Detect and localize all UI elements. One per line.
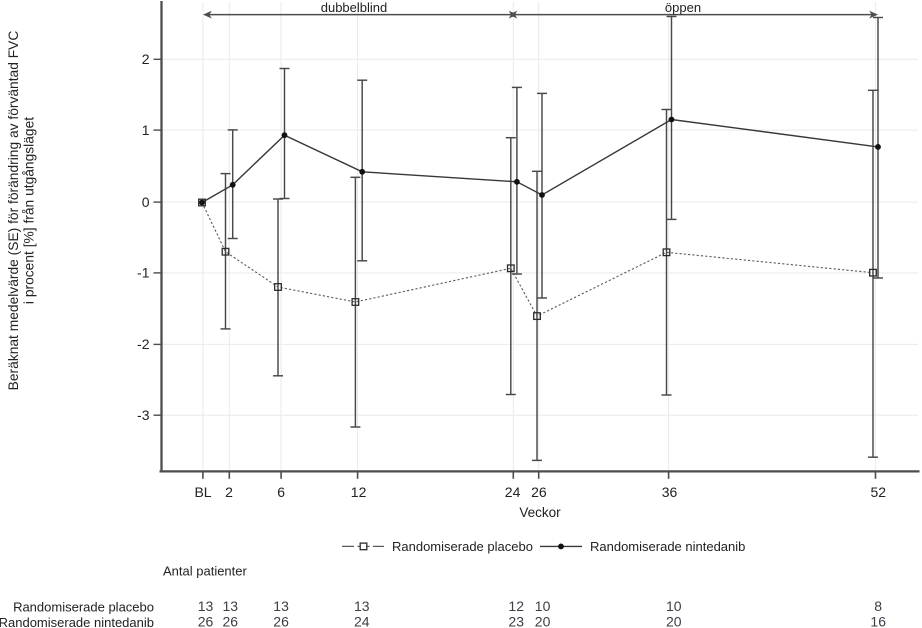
svg-text:Randomiserade placebo: Randomiserade placebo [13,600,154,615]
svg-text:20: 20 [666,614,682,628]
svg-text:1: 1 [142,122,150,138]
svg-text:26: 26 [273,614,289,628]
svg-text:8: 8 [874,598,882,614]
svg-text:16: 16 [870,614,886,628]
svg-text:Randomiserade nintedanib: Randomiserade nintedanib [0,615,154,628]
svg-text:26: 26 [223,614,239,628]
svg-text:i procent [%] från utgångsläge: i procent [%] från utgångsläget [22,117,37,304]
svg-text:23: 23 [508,614,524,628]
svg-text:Beräknat medelvärde (SE) för f: Beräknat medelvärde (SE) för förändring … [6,31,21,391]
svg-text:dubbelblind: dubbelblind [321,0,388,15]
svg-text:13: 13 [198,598,214,614]
svg-text:10: 10 [535,598,551,614]
svg-text:13: 13 [354,598,370,614]
svg-text:0: 0 [142,194,150,210]
svg-text:52: 52 [871,484,887,500]
svg-text:26: 26 [531,484,547,500]
svg-text:-2: -2 [137,336,150,352]
svg-text:12: 12 [351,484,367,500]
svg-text:2: 2 [225,484,233,500]
svg-text:6: 6 [277,484,285,500]
svg-text:-3: -3 [137,407,150,423]
svg-text:13: 13 [273,598,289,614]
svg-text:36: 36 [662,484,678,500]
svg-text:Randomiserade placebo: Randomiserade placebo [392,539,533,554]
svg-text:-1: -1 [137,265,150,281]
svg-text:20: 20 [535,614,551,628]
svg-text:Veckor: Veckor [519,505,561,520]
svg-text:2: 2 [142,51,150,67]
svg-text:24: 24 [505,484,521,500]
svg-text:BL: BL [194,484,211,500]
svg-text:10: 10 [666,598,682,614]
svg-text:24: 24 [354,614,370,628]
svg-text:26: 26 [198,614,214,628]
svg-text:13: 13 [223,598,239,614]
svg-text:Randomiserade nintedanib: Randomiserade nintedanib [590,539,745,554]
svg-text:12: 12 [508,598,524,614]
svg-text:Antal patienter: Antal patienter [163,563,248,578]
svg-text:öppen: öppen [665,0,701,15]
